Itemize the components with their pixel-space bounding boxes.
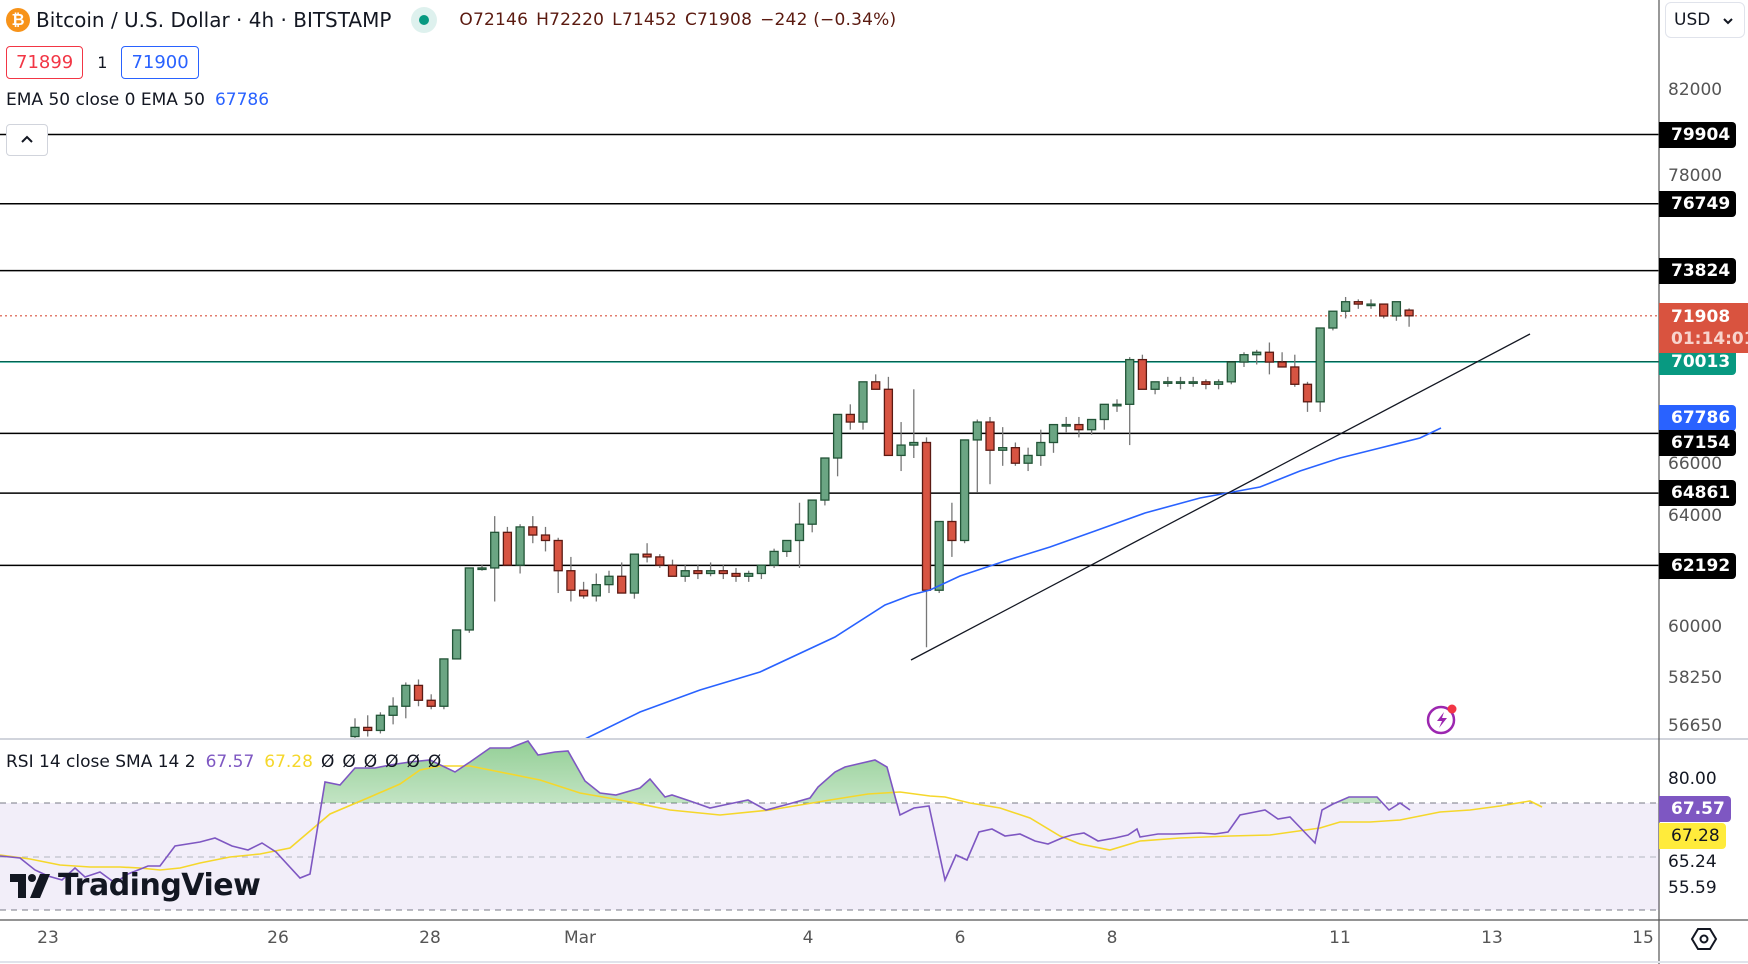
time-tick-label: 23 <box>37 928 59 948</box>
bar-countdown: 01:14:01 <box>1671 329 1748 349</box>
time-tick-label: 26 <box>267 928 289 948</box>
time-tick-label: 11 <box>1329 928 1351 948</box>
rsi-value-tag: 67.28 <box>1659 823 1726 849</box>
rsi-legend-value: 67.57 <box>205 752 255 772</box>
price-level-tag[interactable]: 70013 <box>1659 349 1737 375</box>
tradingview-logo-text: TradingView <box>58 868 261 903</box>
time-tick-label: 15 <box>1632 928 1654 948</box>
tradingview-logo-icon <box>10 873 50 898</box>
rsi-na-value: Ø <box>406 752 420 772</box>
collapse-legend-button[interactable] <box>6 124 48 156</box>
rsi-tick-label: 65.24 <box>1668 852 1717 872</box>
time-tick-label: Mar <box>563 928 597 948</box>
bitcoin-icon: ₿ <box>6 8 30 32</box>
rsi-na-value: Ø <box>363 752 378 772</box>
price-level-tag[interactable]: 67786 <box>1659 405 1737 431</box>
ema-legend[interactable]: EMA 50 close 0 EMA 50 67786 <box>6 90 269 110</box>
price-level-tag[interactable]: 73824 <box>1659 258 1737 284</box>
lightning-alert-button[interactable] <box>1425 702 1459 736</box>
chart-settings-button[interactable] <box>1690 925 1718 953</box>
rsi-sma-legend-value: 67.28 <box>264 752 313 772</box>
rsi-tick-label: 55.59 <box>1668 878 1717 898</box>
rsi-na-value: Ø <box>342 752 356 772</box>
time-tick-label: 8 <box>1106 928 1118 948</box>
price-level-tag[interactable]: 67154 <box>1659 430 1737 456</box>
sell-price-button[interactable]: 71899 <box>6 45 84 79</box>
price-tick-label: 82000 <box>1668 80 1723 100</box>
chevron-down-icon <box>1722 10 1734 30</box>
rsi-na-value: Ø <box>320 752 335 772</box>
ema-legend-value: 67786 <box>214 90 270 110</box>
chevron-up-icon <box>20 132 34 148</box>
price-level-tag[interactable]: 62192 <box>1659 553 1737 579</box>
lightning-icon <box>1426 704 1457 735</box>
time-tick-label: 28 <box>419 928 441 948</box>
rsi-legend-label: RSI 14 close SMA 14 2 <box>6 752 196 772</box>
price-level-tag[interactable]: 64861 <box>1659 480 1737 506</box>
time-tick-label: 13 <box>1481 928 1503 948</box>
low-value: L71452 <box>612 10 677 30</box>
ohlc-values: O72146 H72220 L71452 C71908 −242 (−0.34%) <box>459 10 904 30</box>
price-level-tag[interactable]: 76749 <box>1659 191 1737 217</box>
price-tick-label: 60000 <box>1668 617 1723 637</box>
rsi-tick-label: 80.00 <box>1668 769 1717 789</box>
tradingview-logo[interactable]: TradingView <box>8 868 261 903</box>
rsi-na-value: Ø <box>427 752 442 772</box>
close-value: C71908 <box>684 10 753 30</box>
spread-value: 1 <box>97 52 108 72</box>
last-price-tag: 71908 01:14:01 <box>1659 303 1748 353</box>
price-tick-label: 78000 <box>1668 166 1723 186</box>
trade-buttons: 71899 1 71900 <box>6 44 199 80</box>
high-value: H72220 <box>536 10 605 30</box>
ema-legend-label: EMA 50 close 0 EMA 50 <box>6 90 205 110</box>
rsi-value-tag: 67.57 <box>1659 796 1731 822</box>
price-tick-label: 64000 <box>1668 506 1723 526</box>
market-status-icon[interactable] <box>411 7 438 33</box>
buy-price-button[interactable]: 71900 <box>121 45 199 79</box>
symbol-title[interactable]: Bitcoin / U.S. Dollar · 4h · BITSTAMP <box>36 8 392 32</box>
symbol-legend[interactable]: ₿ Bitcoin / U.S. Dollar · 4h · BITSTAMP … <box>6 6 904 34</box>
open-value: O72146 <box>459 10 529 30</box>
time-tick-label: 4 <box>802 928 814 948</box>
price-tick-label: 66000 <box>1668 454 1723 474</box>
time-tick-label: 6 <box>954 928 966 948</box>
currency-select[interactable]: USD <box>1665 2 1745 38</box>
rsi-na-value: Ø <box>385 752 399 772</box>
price-tick-label: 56650 <box>1668 716 1723 736</box>
currency-value: USD <box>1674 10 1711 30</box>
change-value: −242 (−0.34%) <box>760 10 897 30</box>
price-tick-label: 58250 <box>1668 668 1723 688</box>
settings-hexagon-icon <box>1690 928 1718 950</box>
price-level-tag[interactable]: 79904 <box>1659 122 1737 148</box>
